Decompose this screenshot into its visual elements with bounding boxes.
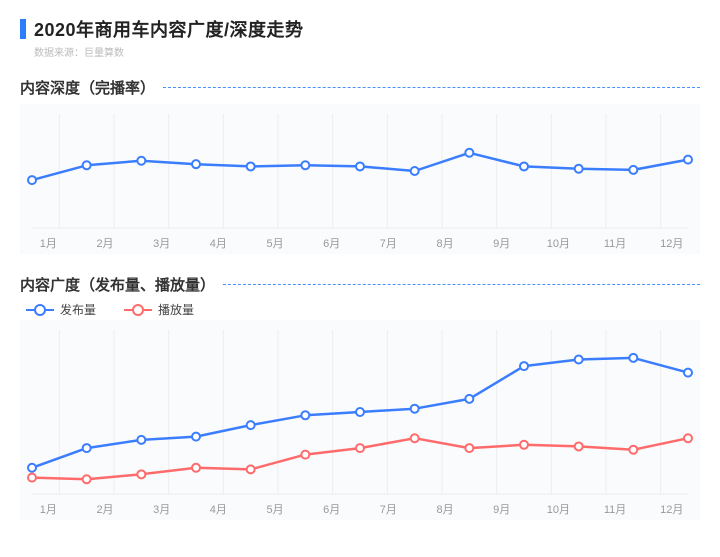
x-axis-tick: 3月 [133, 501, 190, 517]
depth-x-axis: 1月2月3月4月5月6月7月8月9月10月11月12月 [20, 232, 700, 254]
x-axis-tick: 2月 [77, 501, 134, 517]
x-axis-tick: 2月 [77, 235, 134, 251]
x-axis-tick: 3月 [133, 235, 190, 251]
depth-chart: 1月2月3月4月5月6月7月8月9月10月11月12月 [20, 104, 700, 254]
breadth-section-title: 内容广度（发布量、播放量） [20, 274, 215, 295]
x-axis-tick: 4月 [190, 501, 247, 517]
breadth-section-header: 内容广度（发布量、播放量） [20, 274, 700, 295]
page-title: 2020年商用车内容广度/深度走势 [34, 16, 304, 42]
x-axis-tick: 11月 [587, 501, 644, 517]
x-axis-tick: 1月 [20, 501, 77, 517]
title-accent-bar [20, 19, 26, 39]
x-axis-tick: 10月 [530, 501, 587, 517]
x-axis-tick: 7月 [360, 235, 417, 251]
data-source-label: 数据来源：巨量算数 [34, 44, 700, 59]
legend-item: 发布量 [26, 301, 96, 318]
legend-swatch [124, 305, 152, 315]
breadth-chart: 1月2月3月4月5月6月7月8月9月10月11月12月 [20, 320, 700, 520]
depth-section-header: 内容深度（完播率） [20, 77, 700, 98]
x-axis-tick: 12月 [643, 235, 700, 251]
legend-label: 发布量 [60, 301, 96, 318]
x-axis-tick: 7月 [360, 501, 417, 517]
depth-section-title: 内容深度（完播率） [20, 77, 155, 98]
x-axis-tick: 10月 [530, 235, 587, 251]
legend-swatch [26, 305, 54, 315]
legend-label: 播放量 [158, 301, 194, 318]
x-axis-tick: 5月 [247, 501, 304, 517]
section-divider [223, 284, 700, 285]
x-axis-tick: 5月 [247, 235, 304, 251]
x-axis-tick: 11月 [587, 235, 644, 251]
x-axis-tick: 8月 [417, 235, 474, 251]
x-axis-tick: 12月 [643, 501, 700, 517]
section-divider [163, 87, 700, 88]
x-axis-tick: 1月 [20, 235, 77, 251]
x-axis-tick: 9月 [473, 235, 530, 251]
x-axis-tick: 9月 [473, 501, 530, 517]
x-axis-tick: 4月 [190, 235, 247, 251]
breadth-chart-svg [20, 320, 700, 520]
breadth-legend: 发布量 播放量 [26, 301, 700, 318]
legend-item: 播放量 [124, 301, 194, 318]
breadth-x-axis: 1月2月3月4月5月6月7月8月9月10月11月12月 [20, 498, 700, 520]
page-header: 2020年商用车内容广度/深度走势 [20, 16, 700, 42]
x-axis-tick: 6月 [303, 235, 360, 251]
x-axis-tick: 6月 [303, 501, 360, 517]
x-axis-tick: 8月 [417, 501, 474, 517]
